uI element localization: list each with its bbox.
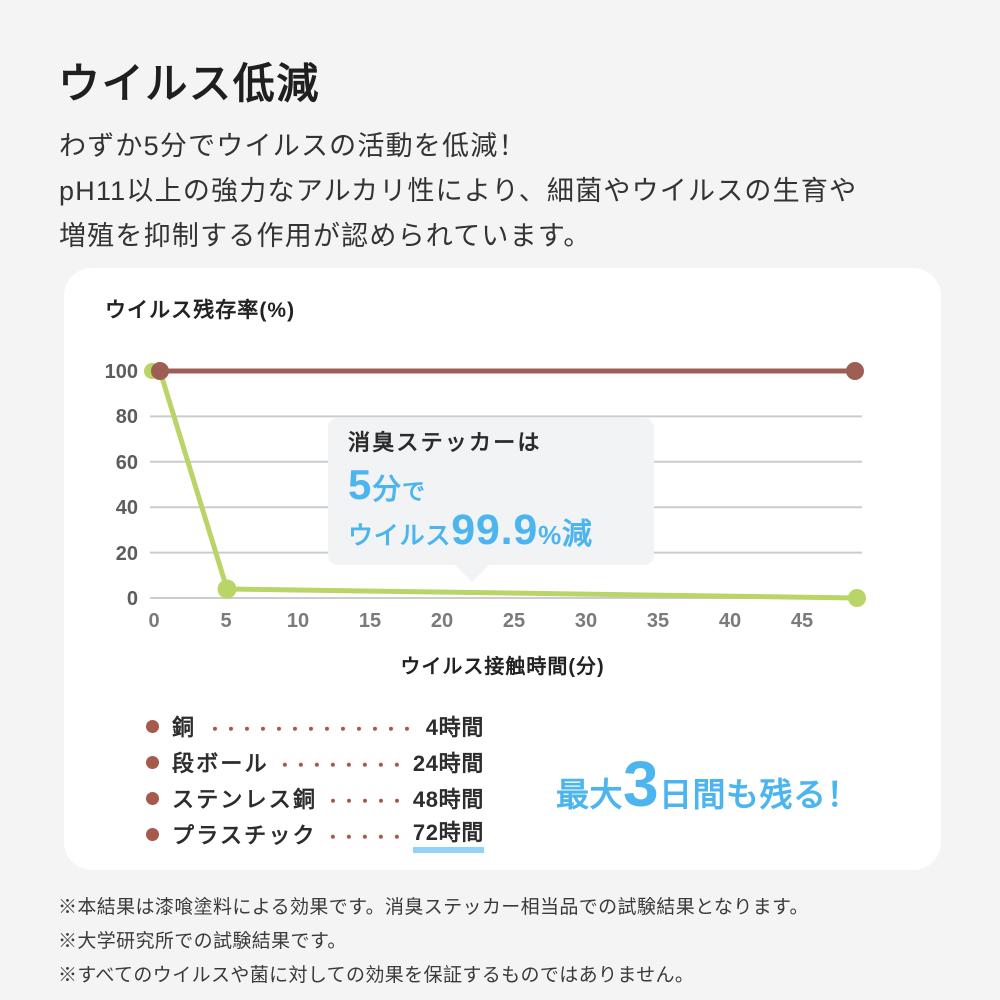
legend-row-stainless: ステンレス銅 ・・・・・ 48時間	[146, 780, 484, 816]
callout-virus-label: ウイルス	[348, 521, 452, 550]
highlight-suffix: 日間も残る！	[659, 776, 860, 813]
x-tick-label: 0	[148, 610, 159, 632]
intro-line: わずか5分でウイルスの活動を低減！	[59, 131, 527, 161]
footnote-line: ※大学研究所での試験結果です。	[58, 931, 347, 952]
x-tick-label: 45	[791, 610, 813, 632]
legend-row-plastic: プラスチック ・・・・・ 72時間	[146, 815, 484, 853]
data-point	[217, 579, 237, 599]
y-tick-label: 20	[116, 543, 138, 565]
data-point	[848, 589, 866, 607]
series-other-materials	[151, 362, 864, 380]
footnote-line: ※本結果は漆喰塗料による効果です。消臭ステッカー相当品での試験結果となります。	[58, 897, 809, 918]
y-tick-label: 60	[116, 452, 138, 474]
callout-percent-value: 99.9	[451, 505, 539, 554]
legend-value-underlined: 72時間	[412, 815, 484, 853]
highlight-prefix: 最大	[556, 776, 623, 813]
x-tick-label: 15	[359, 610, 381, 632]
highlight-big-number: 3	[622, 748, 660, 820]
data-point	[151, 362, 169, 380]
bullet-icon	[146, 755, 159, 769]
x-tick-label: 35	[647, 610, 669, 632]
intro-text: わずか5分でウイルスの活動を低減！ pH11以上の強力なアルカリ性により、細菌や…	[59, 124, 857, 259]
legend-value: 24時間	[412, 751, 484, 776]
legend-label: 段ボール	[172, 751, 269, 776]
legend-row-copper: 銅 ・・・・・・・・・・・・・ 4時間	[146, 708, 484, 744]
x-axis-title: ウイルス接触時間(分)	[400, 656, 605, 678]
bullet-icon	[146, 827, 159, 841]
callout-reduction-label: 減	[562, 517, 593, 551]
x-tick-label: 10	[287, 610, 309, 632]
legend-dots: ・・・・・・・・	[276, 758, 405, 775]
legend-row-cardboard: 段ボール ・・・・・・・・ 24時間	[146, 744, 484, 780]
callout-heading: 消臭ステッカーは	[348, 430, 542, 455]
chart-card: ウイルス残存率(%) 100 80 60 40 20 0 0 5	[64, 268, 941, 870]
callout-minutes-value: 5	[348, 460, 373, 508]
intro-line: pH11以上の強力なアルカリ性により、細菌やウイルスの生育や	[59, 176, 858, 206]
highlight-text: 最大 3 日間も残る！	[556, 752, 860, 816]
legend-label: 銅	[172, 715, 197, 740]
footnote-line: ※すべてのウイルスや菌に対しての効果を保証するものではありません。	[58, 965, 695, 986]
callout-percent-sign: %	[538, 519, 563, 550]
x-tick-label: 30	[575, 610, 597, 632]
x-tick-label: 5	[220, 610, 231, 632]
legend-dots: ・・・・・・・・・・・・・	[206, 722, 415, 739]
callout-minutes-unit: 分	[372, 473, 402, 506]
x-tick-label: 20	[431, 610, 453, 632]
callout-percent: ウイルス 99.9% 減	[348, 505, 636, 554]
legend-dots: ・・・・・	[324, 830, 405, 847]
callout-particle: で	[401, 477, 426, 504]
x-tick-label: 25	[503, 610, 525, 632]
footnotes: ※本結果は漆喰塗料による効果です。消臭ステッカー相当品での試験結果となります。 …	[58, 891, 809, 993]
page-title: ウイルス低減	[58, 60, 321, 107]
legend-value: 48時間	[412, 787, 484, 812]
intro-line: 増殖を抑制する作用が認められています。	[59, 221, 592, 251]
x-tick-label: 40	[719, 610, 741, 632]
y-axis-title: ウイルス残存率(%)	[105, 299, 296, 322]
bullet-icon	[146, 719, 159, 733]
y-tick-label: 0	[127, 588, 138, 610]
y-tick-label: 100	[105, 361, 138, 383]
legend-label: ステンレス銅	[172, 787, 318, 812]
bullet-icon	[146, 791, 159, 805]
legend-dots: ・・・・・	[325, 794, 406, 811]
contact-time-legend: 銅 ・・・・・・・・・・・・・ 4時間 段ボール ・・・・・・・・ 24時間 ス…	[146, 708, 484, 853]
y-axis-tick-labels: 100 80 60 40 20 0	[105, 361, 138, 610]
data-point	[846, 362, 864, 380]
x-axis-tick-labels: 0 5 10 15 20 25 30 35 40 45	[148, 610, 813, 632]
y-tick-label: 80	[116, 406, 138, 428]
y-tick-label: 40	[116, 497, 138, 519]
legend-value: 4時間	[425, 715, 484, 740]
legend-label: プラスチック	[172, 823, 317, 848]
